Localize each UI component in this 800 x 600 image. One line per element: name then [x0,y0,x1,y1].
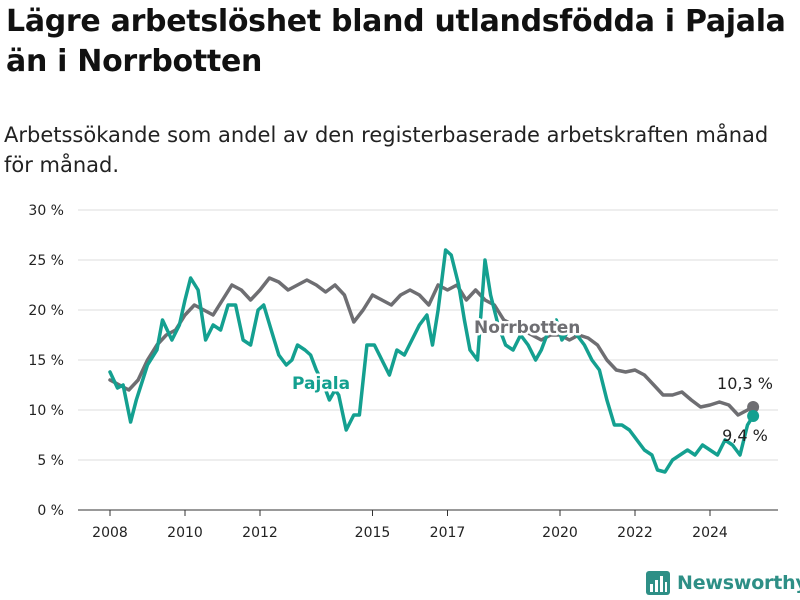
y-tick-label: 10 % [28,403,64,419]
x-tick-label: 2024 [692,525,728,541]
end-point-norrbotten [747,401,760,413]
x-tick-label: 2008 [92,525,128,541]
end-label-pajala: 9,4 % [722,426,768,445]
series-label-pajala-halo: Pajala [292,374,350,394]
x-tick-label: 2022 [617,525,653,541]
x-tick-label: 2012 [242,525,278,541]
series-line-norrbotten [108,276,755,417]
bar-chart-icon [646,571,670,595]
brand-logo: Newsworthy [645,570,800,596]
x-tick-label: 2015 [355,525,391,541]
y-tick-label: 5 % [37,453,64,469]
series-label-norrbotten: Norrbotten [474,318,580,338]
series-label-pajala: Pajala [292,374,350,394]
brand-name: Newsworthy [677,572,800,594]
series-label-norrbotten-halo: Norrbotten [474,318,580,338]
chart-subtitle: Arbetssökande som andel av den registerb… [4,123,769,177]
x-tick-label: 2010 [167,525,203,541]
y-tick-label: 25 % [28,253,64,269]
end-label-norrbotten: 10,3 % [717,374,773,393]
series-line-pajala [108,248,755,474]
x-tick-label: 2017 [430,525,466,541]
end-point-pajala [747,410,760,422]
y-tick-label: 20 % [28,303,64,319]
x-tick-label: 2020 [542,525,578,541]
chart-title: Lägre arbetslöshet bland utlandsfödda i … [6,4,786,79]
y-tick-label: 30 % [28,203,64,219]
y-tick-label: 0 % [37,503,64,519]
y-tick-label: 15 % [28,353,64,369]
